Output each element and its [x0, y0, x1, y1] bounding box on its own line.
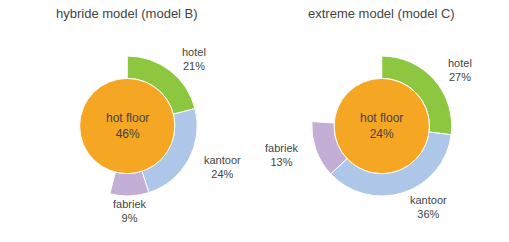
svg-text:kantoor36%: kantoor36% — [410, 194, 447, 220]
svg-text:hot floor46%: hot floor46% — [106, 111, 149, 141]
svg-text:hot floor24%: hot floor24% — [360, 111, 403, 141]
svg-text:hybride model (model B): hybride model (model B) — [56, 6, 198, 21]
svg-text:hotel21%: hotel21% — [182, 46, 206, 72]
svg-text:fabriek13%: fabriek13% — [265, 142, 299, 168]
svg-text:fabriek9%: fabriek9% — [113, 198, 147, 224]
svg-text:kantoor24%: kantoor24% — [204, 154, 241, 180]
svg-text:extreme model (model C): extreme model (model C) — [308, 6, 455, 21]
svg-text:hotel27%: hotel27% — [448, 57, 472, 83]
